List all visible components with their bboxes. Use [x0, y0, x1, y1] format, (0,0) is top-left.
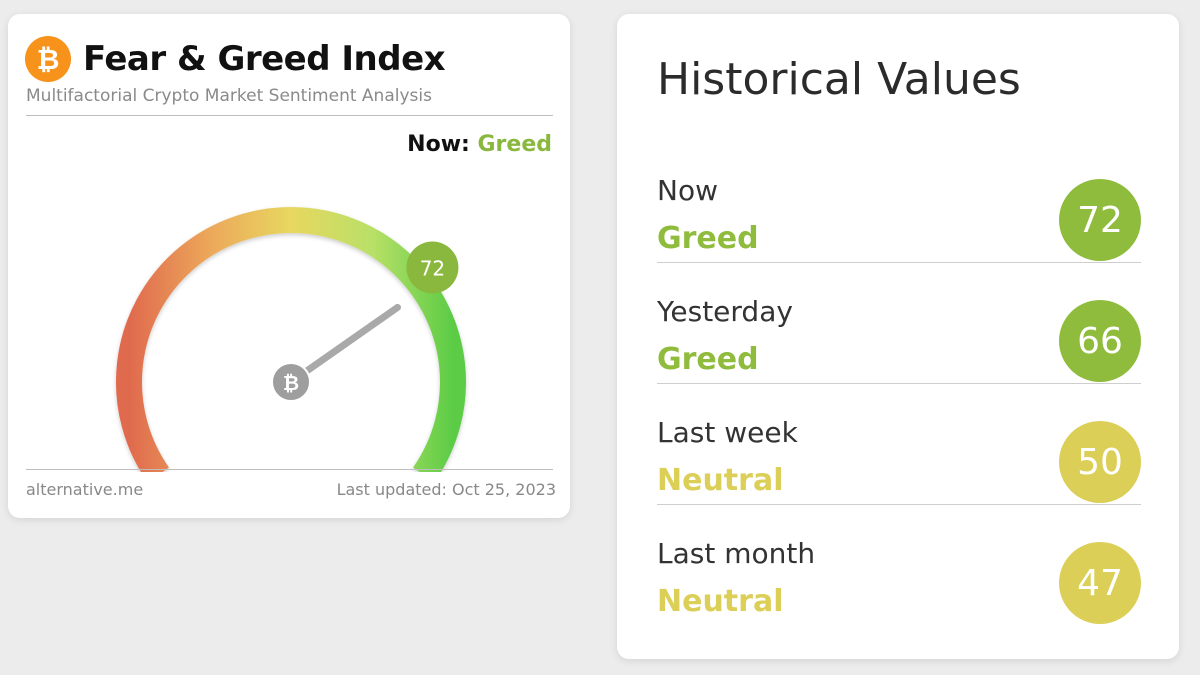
history-value-badge: 50 [1059, 421, 1141, 503]
history-row-yesterday: Yesterday Greed 66 [657, 277, 1141, 398]
gauge-value-label: 72 [420, 256, 445, 280]
history-value-badge: 47 [1059, 542, 1141, 624]
history-classification: Greed [657, 221, 759, 256]
footer-divider [26, 469, 553, 470]
history-classification: Neutral [657, 584, 784, 619]
now-value: Greed [477, 132, 553, 157]
gauge-hub [271, 362, 311, 402]
fear-greed-title: Fear & Greed Index [83, 39, 446, 79]
history-period: Last month [657, 537, 816, 570]
fear-greed-header: ₿ Fear & Greed Index [25, 36, 446, 82]
historical-title: Historical Values [657, 54, 1021, 105]
now-status: Now: Greed [407, 132, 552, 157]
bitcoin-logo-icon: ₿ [25, 36, 71, 82]
gauge-arc [116, 207, 466, 472]
history-row-now: Now Greed 72 [657, 156, 1141, 277]
history-value-badge: 72 [1059, 179, 1141, 261]
fear-greed-subtitle: Multifactorial Crypto Market Sentiment A… [26, 86, 432, 106]
gauge-value-badge [406, 241, 459, 294]
history-period: Now [657, 174, 718, 207]
sentiment-gauge: ₿ 72 [116, 207, 466, 472]
history-value-badge: 66 [1059, 300, 1141, 382]
history-classification: Neutral [657, 463, 784, 498]
historical-values-card: Historical Values Now Greed 72 Yesterday… [617, 14, 1179, 659]
row-divider [657, 383, 1141, 384]
gauge-hub-bitcoin-icon: ₿ [283, 371, 299, 395]
gauge-needle [287, 303, 401, 386]
now-label: Now: [407, 132, 470, 157]
history-period: Yesterday [657, 295, 793, 328]
row-divider [657, 504, 1141, 505]
last-updated: Last updated: Oct 25, 2023 [336, 480, 556, 499]
fear-greed-card: ₿ Fear & Greed Index Multifactorial Cryp… [8, 14, 570, 518]
history-period: Last week [657, 416, 798, 449]
header-divider [26, 115, 553, 116]
history-row-last-week: Last week Neutral 50 [657, 398, 1141, 519]
source-link[interactable]: alternative.me [26, 480, 144, 499]
history-classification: Greed [657, 342, 759, 377]
history-row-last-month: Last month Neutral 47 [657, 519, 1141, 640]
row-divider [657, 262, 1141, 263]
